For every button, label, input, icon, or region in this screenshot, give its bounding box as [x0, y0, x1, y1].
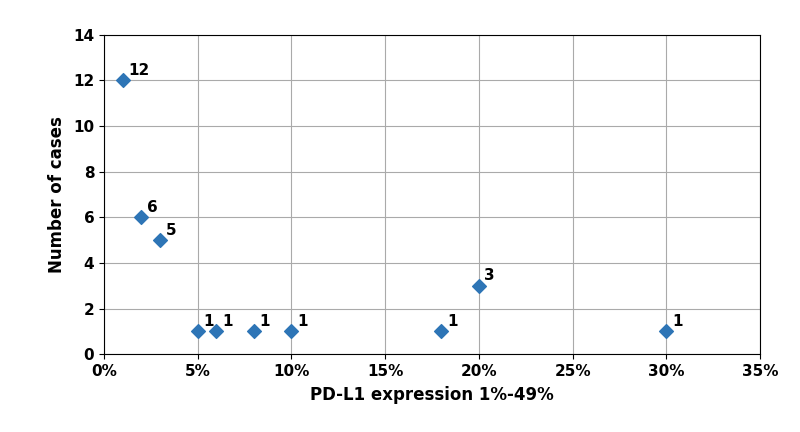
Text: 6: 6	[147, 200, 158, 215]
Point	[247, 328, 260, 335]
Text: 1: 1	[259, 314, 270, 329]
Point	[116, 77, 129, 84]
Text: 1: 1	[203, 314, 214, 329]
Point	[135, 214, 148, 221]
Text: 12: 12	[128, 63, 150, 78]
Point	[473, 282, 486, 289]
Point	[660, 328, 673, 335]
Point	[285, 328, 298, 335]
Text: 5: 5	[166, 223, 177, 238]
Point	[154, 237, 166, 244]
Text: 3: 3	[485, 268, 495, 283]
Text: 1: 1	[222, 314, 233, 329]
Point	[435, 328, 448, 335]
Point	[210, 328, 223, 335]
Y-axis label: Number of cases: Number of cases	[48, 116, 66, 273]
Text: 1: 1	[447, 314, 458, 329]
X-axis label: PD-L1 expression 1%-49%: PD-L1 expression 1%-49%	[310, 386, 554, 404]
Text: 1: 1	[297, 314, 307, 329]
Text: 1: 1	[672, 314, 682, 329]
Point	[191, 328, 204, 335]
